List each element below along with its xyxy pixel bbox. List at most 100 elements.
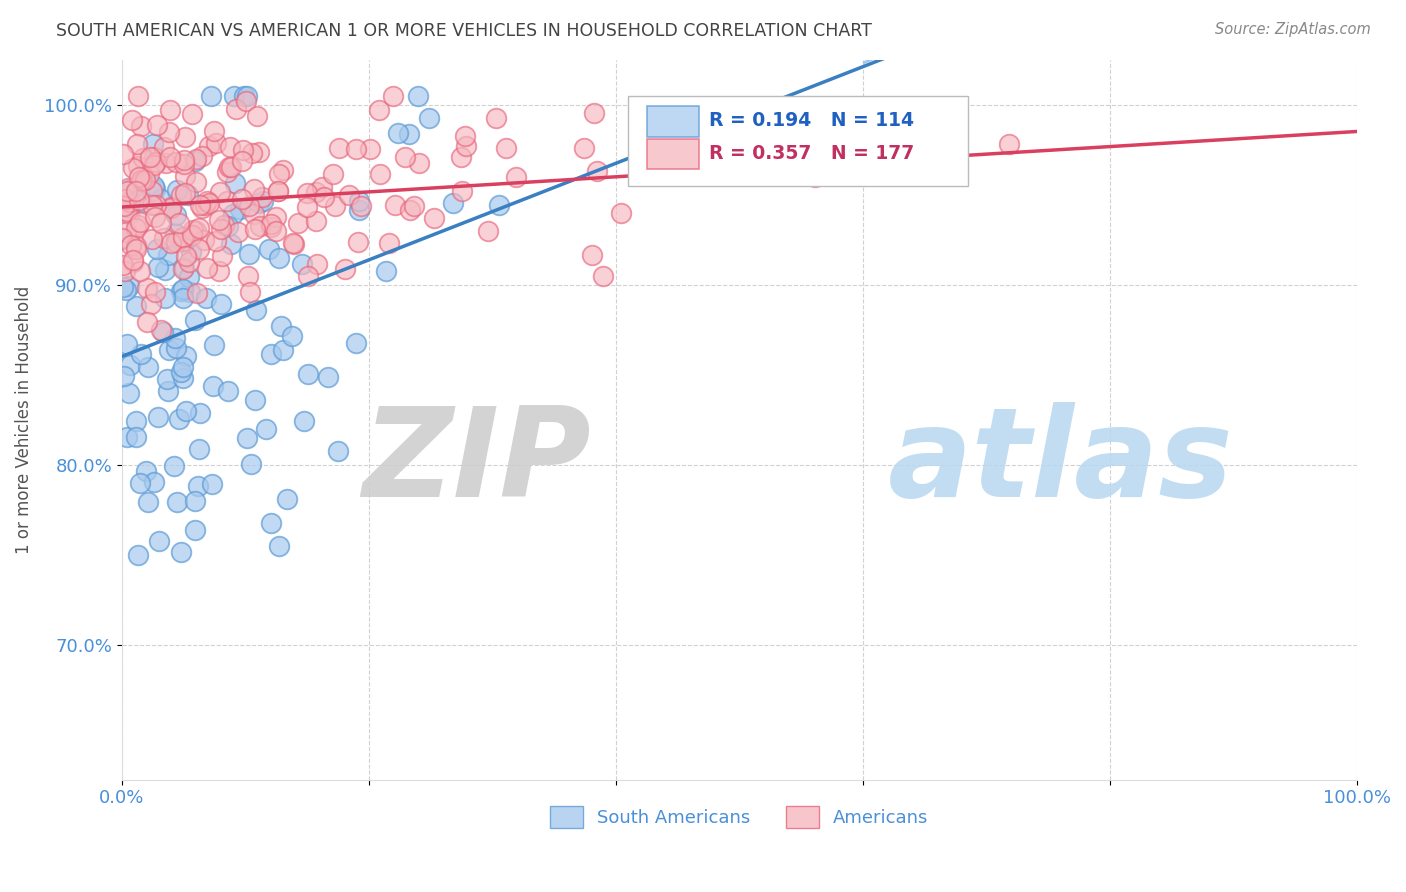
Point	[350, 199, 373, 213]
Point	[188, 242, 211, 256]
Point	[118, 358, 141, 372]
Point	[194, 291, 217, 305]
Point	[592, 268, 614, 283]
Point	[243, 207, 266, 221]
Point	[218, 160, 240, 174]
Point	[335, 262, 357, 277]
Point	[267, 185, 290, 199]
Point	[174, 350, 197, 364]
Point	[111, 231, 134, 245]
Point	[129, 215, 152, 229]
Point	[245, 303, 267, 318]
Point	[243, 182, 266, 196]
Point	[485, 111, 508, 125]
Point	[305, 214, 328, 228]
Point	[163, 331, 186, 345]
Point	[111, 280, 134, 294]
Point	[344, 142, 367, 156]
Point	[174, 130, 197, 145]
Point	[117, 204, 139, 219]
Point	[208, 264, 231, 278]
Point	[138, 150, 160, 164]
Point	[406, 88, 429, 103]
Point	[217, 384, 239, 399]
Point	[172, 234, 194, 248]
Point	[172, 262, 194, 277]
Point	[202, 338, 225, 352]
Point	[249, 219, 271, 234]
Point	[180, 227, 202, 242]
Point	[193, 233, 215, 247]
Point	[172, 359, 194, 374]
Point	[177, 269, 200, 284]
Point	[346, 235, 368, 250]
Point	[122, 161, 145, 176]
Point	[347, 194, 370, 209]
Point	[247, 195, 270, 210]
Point	[138, 167, 160, 181]
Point	[264, 211, 287, 225]
Point	[117, 337, 139, 351]
Point	[170, 545, 193, 559]
Point	[143, 285, 166, 299]
Point	[273, 163, 295, 178]
Point	[224, 176, 246, 190]
Point	[128, 193, 150, 207]
Point	[297, 268, 319, 283]
Point	[112, 258, 135, 272]
FancyBboxPatch shape	[628, 95, 967, 186]
Point	[135, 315, 157, 329]
Point	[176, 188, 198, 202]
Point	[187, 442, 209, 456]
Point	[165, 235, 187, 249]
Point	[167, 412, 190, 426]
Point	[177, 255, 200, 269]
Point	[131, 174, 153, 188]
Point	[247, 145, 270, 159]
Point	[423, 211, 446, 225]
Point	[142, 158, 165, 172]
Point	[157, 343, 180, 358]
Point	[115, 430, 138, 444]
Point	[250, 190, 273, 204]
Point	[197, 195, 219, 210]
Point	[226, 225, 249, 239]
Point	[453, 129, 475, 144]
Point	[184, 493, 207, 508]
Point	[120, 182, 142, 196]
Point	[225, 102, 247, 116]
Point	[165, 342, 187, 356]
Point	[238, 247, 260, 261]
Point	[141, 232, 163, 246]
Point	[224, 88, 246, 103]
Point	[456, 139, 478, 153]
Point	[118, 385, 141, 400]
Point	[181, 107, 204, 121]
Point	[148, 410, 170, 425]
Point	[166, 495, 188, 509]
Point	[195, 261, 218, 276]
Point	[243, 222, 266, 236]
Point	[153, 263, 176, 277]
Point	[128, 264, 150, 278]
Point	[166, 182, 188, 196]
Point	[136, 495, 159, 509]
Point	[120, 237, 142, 252]
Point	[367, 103, 389, 117]
Point	[287, 216, 309, 230]
Point	[205, 136, 228, 150]
Point	[184, 154, 207, 169]
Point	[252, 194, 274, 208]
Point	[134, 173, 156, 187]
Point	[195, 194, 218, 208]
Point	[211, 249, 233, 263]
Point	[157, 125, 180, 139]
Point	[115, 283, 138, 297]
Point	[311, 179, 333, 194]
Point	[118, 194, 141, 209]
Point	[240, 146, 263, 161]
Point	[129, 173, 152, 187]
Point	[174, 169, 197, 183]
Point	[146, 242, 169, 256]
Point	[121, 112, 143, 127]
